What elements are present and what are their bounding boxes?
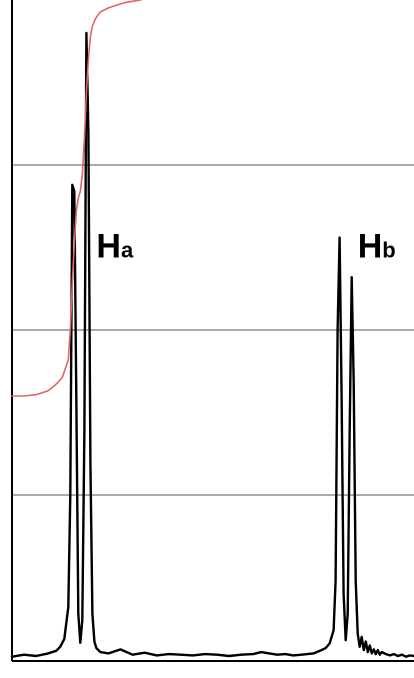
spectrum-trace: [10, 31, 414, 658]
series-layer: [10, 0, 414, 658]
peak-label-a: Ha: [96, 227, 134, 265]
plot-frame: [11, 0, 414, 662]
peak-label-main: H: [96, 227, 121, 265]
peak-label-b: Hb: [358, 227, 396, 265]
horizontal-gridlines: [12, 164, 414, 496]
integral-curve: [11, 0, 142, 397]
peak-label-main: H: [358, 227, 383, 265]
peak-label-subscript: a: [121, 237, 134, 262]
peak-labels: Ha Hb: [96, 227, 395, 265]
peak-label-subscript: b: [382, 237, 395, 262]
